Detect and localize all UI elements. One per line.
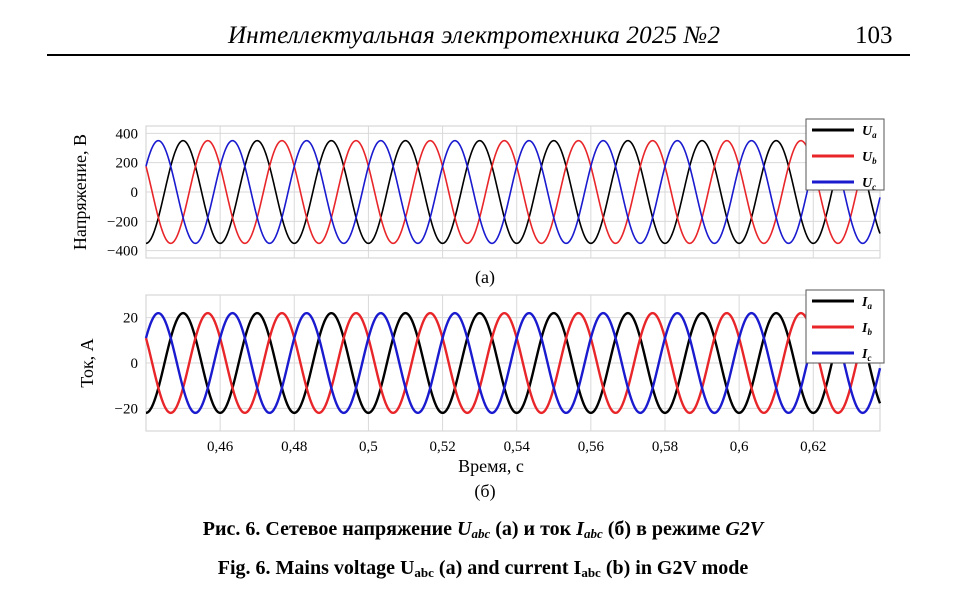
caption-ru-tail: (б) в режиме <box>602 518 726 540</box>
legend-subscript: a <box>872 130 877 140</box>
legend-entry-ia: Ia <box>861 295 872 311</box>
legend-subscript: b <box>867 327 872 337</box>
y-tick-label: 400 <box>116 126 139 142</box>
x-tick-label: 0,5 <box>359 439 378 455</box>
series-line-ia <box>145 311 882 415</box>
legend-symbol: U <box>862 150 873 165</box>
caption-en-mid: (a) and current I <box>433 557 582 579</box>
series-line-ic <box>144 311 882 415</box>
caption-en-lead: Fig. 6. Mains voltage U <box>217 557 415 579</box>
x-tick-label: 0,62 <box>800 439 826 455</box>
caption-en-subscript-u: abc <box>414 565 434 580</box>
series-line-uc <box>145 139 881 245</box>
y-tick-label: −200 <box>107 214 138 230</box>
x-tick-label: 0,6 <box>730 439 749 455</box>
page-number: 103 <box>855 22 893 49</box>
series-line-ib <box>144 311 882 415</box>
legend-subscript: c <box>872 182 876 192</box>
legend-symbol: I <box>861 347 868 362</box>
caption-ru-mid: (а) и ток <box>490 518 577 540</box>
caption-en-subscript-i: abc <box>581 565 601 580</box>
journal-title: Интеллектуальная электротехника 2025 №2 <box>228 22 721 49</box>
caption-ru-mode: G2V <box>725 518 764 540</box>
x-tick-label: 0,58 <box>652 439 678 455</box>
y-tick-label: 20 <box>123 311 138 327</box>
legend-entry-ua: Ua <box>862 124 877 140</box>
legend-symbol: I <box>861 295 868 310</box>
y-tick-label: −400 <box>107 244 138 260</box>
legend-symbol: U <box>862 176 873 191</box>
y-tick-label: 200 <box>116 156 139 172</box>
caption-ru-lead: Рис. 6. Сетевое напряжение <box>202 518 457 540</box>
caption-ru-subscript-i: abc <box>583 526 603 541</box>
x-tick-label: 0,48 <box>281 439 307 455</box>
x-tick-label: 0,52 <box>429 439 455 455</box>
legend-entry-ib: Ib <box>861 321 872 337</box>
panel-label: (б) <box>474 481 495 502</box>
series-line-ua <box>145 139 881 245</box>
header-rule <box>47 54 910 56</box>
x-tick-label: 0,54 <box>504 439 531 455</box>
y-tick-label: 0 <box>131 185 139 201</box>
caption-ru: Рис. 6. Сетевое напряжение Uabc (а) и то… <box>0 518 966 542</box>
caption-ru-symbol-i: I <box>576 518 584 540</box>
legend-subscript: c <box>867 353 871 363</box>
legend-symbol: I <box>861 321 868 336</box>
y-axis-label: Напряжение, В <box>70 134 90 250</box>
legend-symbol: U <box>862 124 873 139</box>
y-tick-label: −20 <box>115 401 138 417</box>
legend-subscript: a <box>867 301 872 311</box>
caption-en-tail: (b) in G2V mode <box>600 557 749 579</box>
legend-entry-ub: Ub <box>862 150 877 166</box>
x-tick-label: 0,46 <box>207 439 234 455</box>
legend-subscript: b <box>872 156 877 166</box>
caption-ru-symbol-u: U <box>457 518 472 540</box>
caption-ru-subscript-u: abc <box>471 526 491 541</box>
series-line-ub <box>145 139 881 245</box>
legend-entry-ic: Ic <box>861 347 871 363</box>
legend-entry-uc: Uc <box>862 176 876 192</box>
running-head: Интеллектуальная электротехника 2025 №2 … <box>0 20 966 54</box>
y-tick-label: 0 <box>131 356 139 372</box>
x-axis-label: Время, с <box>458 456 524 476</box>
chart-panel-current: 20 0 −20 0,46 0,48 0,5 0,52 0,54 0,56 0,58 0,6 0,62… <box>77 289 885 502</box>
y-axis-label: Ток, А <box>77 338 97 387</box>
panel-label: (а) <box>475 267 495 288</box>
x-tick-label: 0,56 <box>578 439 605 455</box>
caption-en: Fig. 6. Mains voltage Uabc (a) and curre… <box>0 557 966 581</box>
